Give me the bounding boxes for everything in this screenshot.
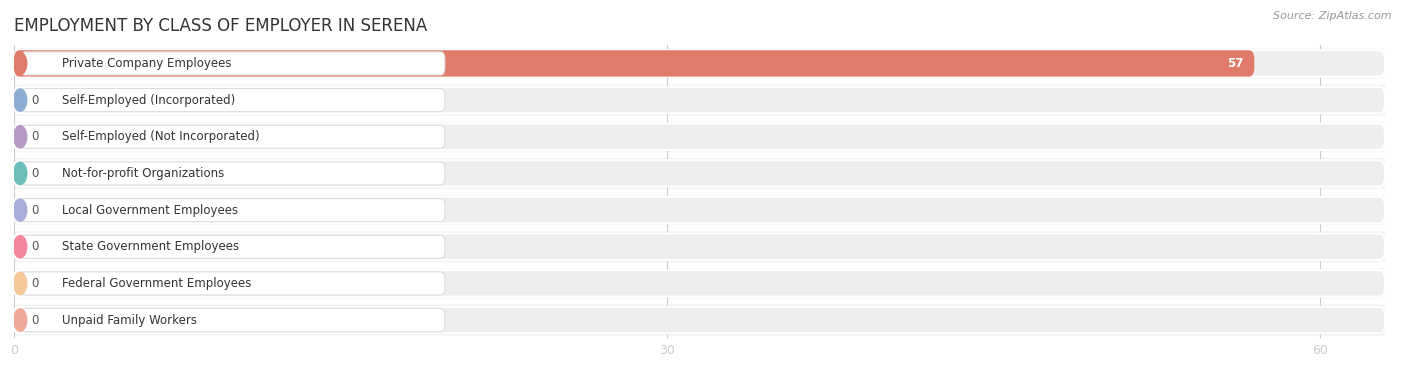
Text: 0: 0 xyxy=(31,167,39,180)
Circle shape xyxy=(14,126,27,148)
Text: 0: 0 xyxy=(31,314,39,327)
Text: Source: ZipAtlas.com: Source: ZipAtlas.com xyxy=(1274,11,1392,21)
Text: Self-Employed (Incorporated): Self-Employed (Incorporated) xyxy=(62,94,235,107)
FancyBboxPatch shape xyxy=(14,50,1254,77)
FancyBboxPatch shape xyxy=(14,50,1385,77)
FancyBboxPatch shape xyxy=(14,270,1385,297)
FancyBboxPatch shape xyxy=(21,199,444,221)
FancyBboxPatch shape xyxy=(14,307,1385,333)
Circle shape xyxy=(14,199,27,221)
Text: 57: 57 xyxy=(1227,57,1243,70)
FancyBboxPatch shape xyxy=(14,85,1385,115)
FancyBboxPatch shape xyxy=(14,121,1385,152)
Circle shape xyxy=(14,236,27,258)
FancyBboxPatch shape xyxy=(21,125,444,148)
Text: 0: 0 xyxy=(31,203,39,217)
Text: 0: 0 xyxy=(31,130,39,143)
FancyBboxPatch shape xyxy=(14,160,1385,186)
FancyBboxPatch shape xyxy=(14,305,1385,335)
FancyBboxPatch shape xyxy=(14,87,1385,113)
Circle shape xyxy=(14,52,27,74)
Text: Unpaid Family Workers: Unpaid Family Workers xyxy=(62,314,197,327)
Text: Local Government Employees: Local Government Employees xyxy=(62,203,238,217)
FancyBboxPatch shape xyxy=(21,52,444,75)
FancyBboxPatch shape xyxy=(14,268,1385,299)
Text: 0: 0 xyxy=(31,94,39,107)
Text: Federal Government Employees: Federal Government Employees xyxy=(62,277,252,290)
Text: Private Company Employees: Private Company Employees xyxy=(62,57,232,70)
FancyBboxPatch shape xyxy=(14,197,1385,223)
FancyBboxPatch shape xyxy=(14,233,1385,260)
Text: State Government Employees: State Government Employees xyxy=(62,240,239,253)
FancyBboxPatch shape xyxy=(14,195,1385,226)
FancyBboxPatch shape xyxy=(21,309,444,332)
Text: Self-Employed (Not Incorporated): Self-Employed (Not Incorporated) xyxy=(62,130,260,143)
FancyBboxPatch shape xyxy=(14,231,1385,262)
Circle shape xyxy=(14,162,27,185)
FancyBboxPatch shape xyxy=(21,89,444,112)
Text: EMPLOYMENT BY CLASS OF EMPLOYER IN SERENA: EMPLOYMENT BY CLASS OF EMPLOYER IN SEREN… xyxy=(14,17,427,35)
Circle shape xyxy=(14,272,27,294)
FancyBboxPatch shape xyxy=(21,235,444,258)
FancyBboxPatch shape xyxy=(14,158,1385,189)
FancyBboxPatch shape xyxy=(14,124,1385,150)
FancyBboxPatch shape xyxy=(21,162,444,185)
FancyBboxPatch shape xyxy=(21,272,444,295)
Text: Not-for-profit Organizations: Not-for-profit Organizations xyxy=(62,167,224,180)
Text: 0: 0 xyxy=(31,277,39,290)
Circle shape xyxy=(14,309,27,331)
FancyBboxPatch shape xyxy=(14,48,1385,79)
Text: 0: 0 xyxy=(31,240,39,253)
Circle shape xyxy=(14,89,27,111)
